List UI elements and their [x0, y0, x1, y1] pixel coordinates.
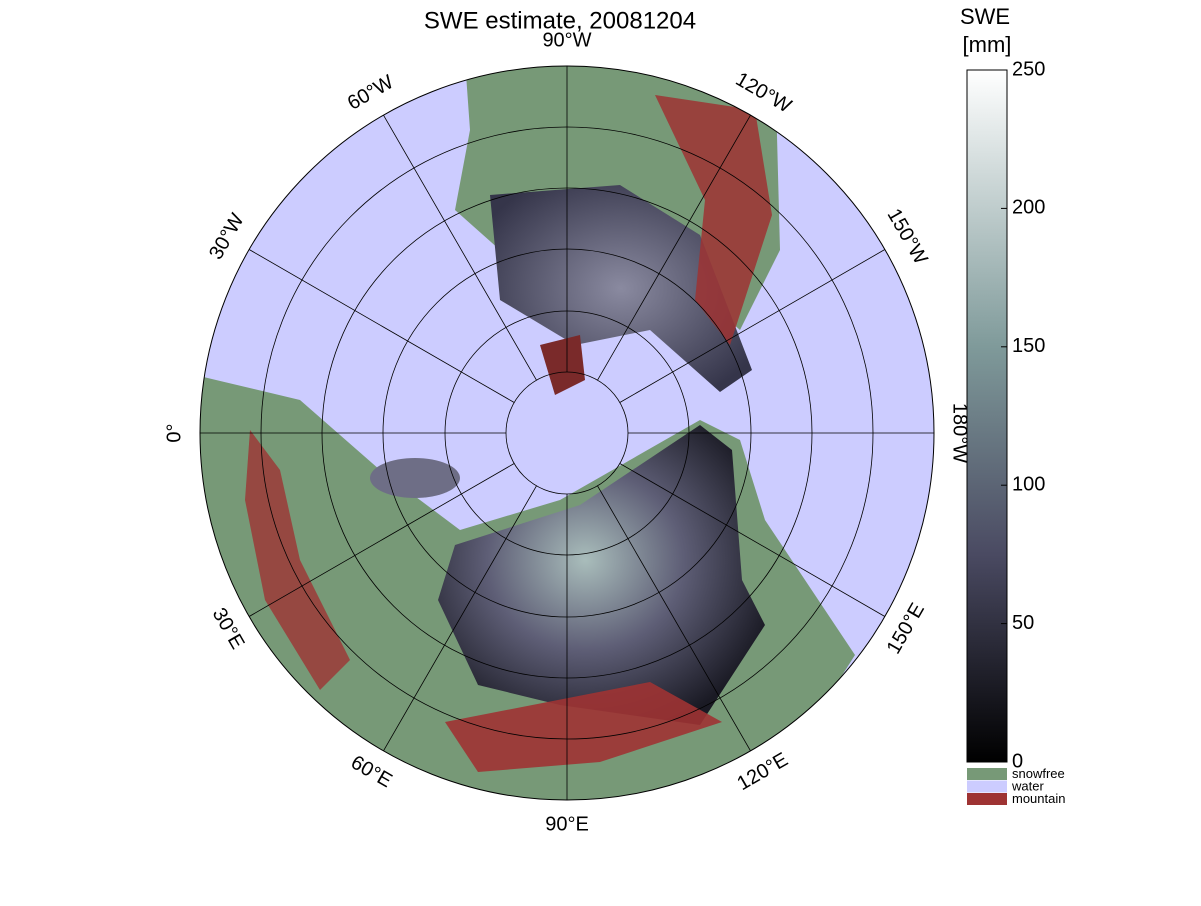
- colorbar-tick-label: 150: [1012, 335, 1045, 357]
- meridian-line: [597, 485, 751, 752]
- colorbar-tick-label: 0: [1012, 750, 1023, 772]
- colorbar-tick-label: 100: [1012, 473, 1045, 495]
- mountain-europe: [245, 430, 350, 690]
- snow-north-america: [490, 185, 752, 392]
- meridian-line: [383, 485, 537, 752]
- mountain-north-america: [655, 95, 772, 345]
- colorbar: [966, 69, 1008, 763]
- meridian-line: [248, 249, 515, 403]
- meridian-label: 60°W: [344, 71, 398, 115]
- land-layer: [200, 66, 855, 800]
- colorbar-tick-label: 200: [1012, 197, 1045, 219]
- legend-swatch: [967, 793, 1007, 805]
- meridian-line: [597, 114, 751, 381]
- legend-label: water: [1011, 778, 1044, 793]
- meridian-label: 60°E: [347, 751, 396, 792]
- meridian-label: 90°W: [542, 29, 591, 51]
- meridian-line: [248, 463, 515, 617]
- colorbar-tick-label: 250: [1012, 58, 1045, 80]
- snow-scandinavia: [370, 458, 460, 498]
- colorbar-tick-label: 50: [1012, 612, 1034, 634]
- meridian-label: 90°E: [545, 813, 589, 835]
- meridian-label: 0°: [163, 423, 185, 442]
- meridian-line: [619, 463, 886, 617]
- greenland: [540, 335, 585, 395]
- meridians: [200, 66, 934, 800]
- meridian-label: 30°W: [205, 210, 249, 264]
- meridian-line: [383, 114, 537, 381]
- legend-label: mountain: [1012, 791, 1065, 806]
- meridian-line: [619, 249, 886, 403]
- legend-swatch: [967, 768, 1007, 780]
- meridian-label: 30°E: [208, 604, 249, 653]
- colorbar-unit: [mm]: [963, 32, 1012, 57]
- colorbar-label: SWE: [960, 4, 1010, 29]
- legend-swatch: [967, 780, 1007, 793]
- legend-label: snowfree: [1012, 766, 1065, 781]
- mountain-asia: [445, 682, 722, 772]
- map-border: [199, 65, 935, 801]
- map-title: SWE estimate, 20081204: [424, 7, 696, 34]
- meridian-label: 180°W: [949, 403, 971, 463]
